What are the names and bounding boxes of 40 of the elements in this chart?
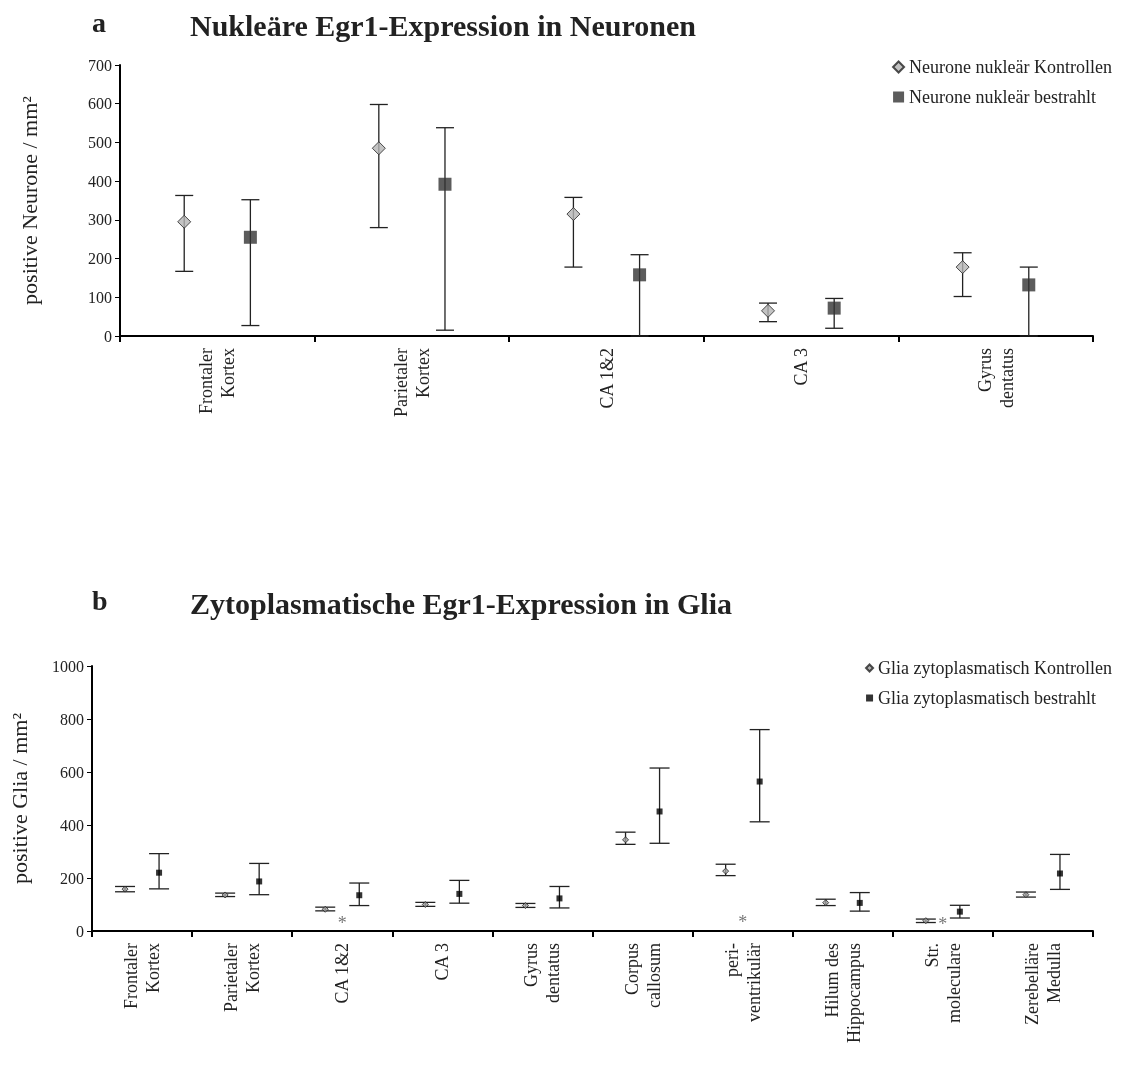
y-tick-label: 600 [60, 763, 84, 781]
chart-title: Zytoplasmatische Egr1-Expression in Glia [190, 586, 732, 620]
text: a [92, 6, 106, 38]
x-tick-label: CA 1&2 [596, 348, 617, 409]
x-tick-label: Frontaler Kortex [196, 348, 239, 414]
x-tick-label: Zerebelläre Medulla [1021, 943, 1064, 1025]
x-tick-label: CA 1&2 [332, 943, 353, 1004]
y-tick-label: 0 [104, 327, 112, 345]
y-tick-label: 200 [88, 250, 112, 268]
x-tick-label: Parietaler Kortex [390, 348, 433, 417]
y-tick-label: 500 [88, 133, 112, 151]
y-tick-label: 300 [88, 211, 112, 229]
annotation: * [738, 911, 748, 932]
legend-label: Glia zytoplasmatisch bestrahlt [878, 688, 1097, 708]
y-tick-label: 400 [60, 816, 84, 834]
annotation: * [938, 913, 948, 934]
x-tick-label: Parietaler Kortex [221, 943, 264, 1012]
text: b [92, 584, 108, 616]
y-axis-title: positive Glia / mm² [6, 712, 32, 884]
annotation: * [337, 913, 347, 934]
x-tick-label: Gyrus dentatus [521, 943, 564, 1003]
x-tick-label: CA 3 [432, 943, 453, 981]
y-tick-label: 1000 [52, 657, 84, 675]
y-axis-title: positive Neurone / mm² [16, 95, 42, 305]
legend-label: Neurone nukleär Kontrollen [909, 57, 1113, 77]
x-tick-label: Gyrus dentatus [974, 348, 1017, 408]
x-tick-label: CA 3 [791, 348, 812, 386]
x-tick-label: Corpus callosum [621, 943, 664, 1008]
y-tick-label: 600 [88, 95, 112, 113]
y-tick-label: 200 [60, 869, 84, 887]
legend-label: Glia zytoplasmatisch Kontrollen [878, 658, 1113, 678]
y-tick-label: 100 [88, 288, 112, 306]
y-tick-label: 400 [88, 172, 112, 190]
chart-title: Nukleäre Egr1-Expression in Neuronen [190, 8, 697, 42]
x-tick-label: Frontaler Kortex [121, 943, 164, 1009]
legend-label: Neurone nukleär bestrahlt [909, 87, 1097, 107]
y-tick-label: 800 [60, 710, 84, 728]
x-tick-label: Str. moleculare [921, 943, 964, 1023]
y-tick-label: 0 [76, 922, 84, 940]
y-tick-label: 700 [88, 56, 112, 74]
